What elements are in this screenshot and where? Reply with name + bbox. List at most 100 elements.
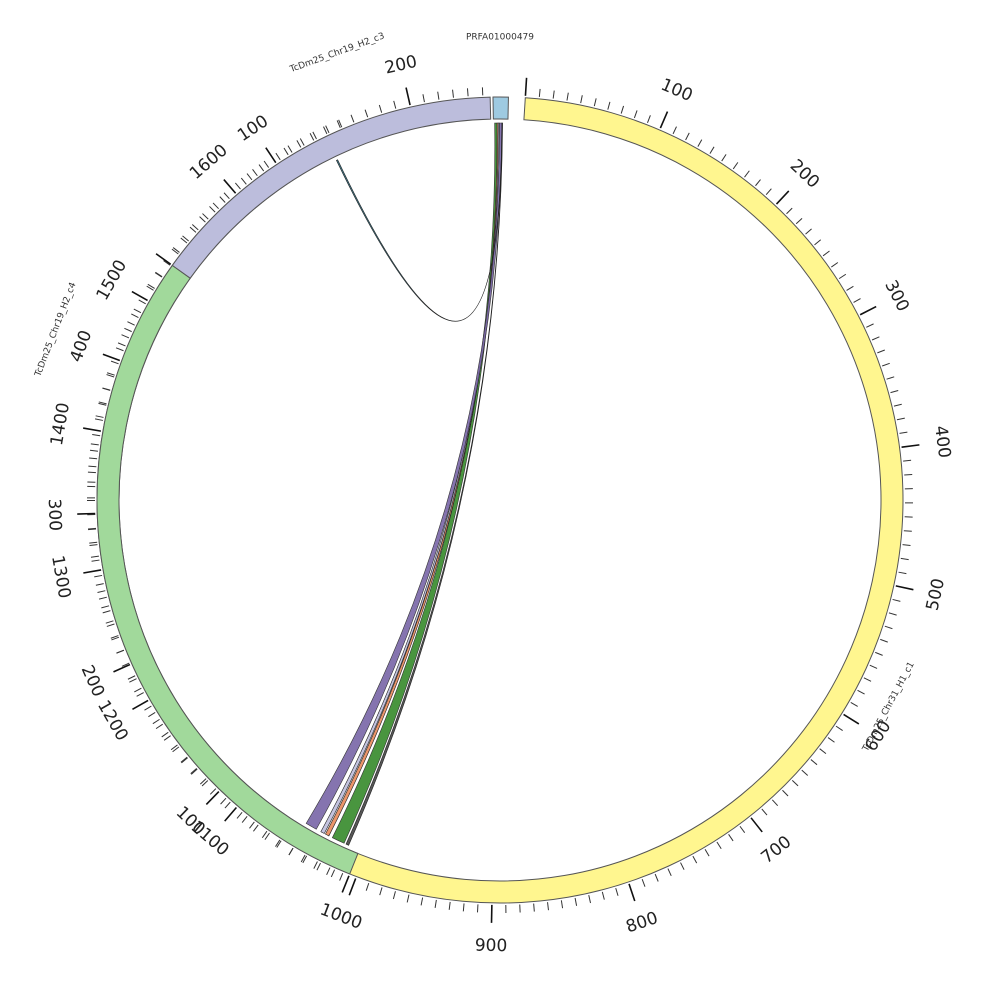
major-tick-tcdm25_chr31_h1_c1 xyxy=(859,305,877,316)
minor-tick-tcdm25_chr31_h1_c1 xyxy=(888,612,897,616)
minor-tick-tcdm25_chr19_h2_c3 xyxy=(172,247,180,253)
minor-tick-tcdm25_chr31_h1_c1 xyxy=(771,799,779,807)
minor-tick-tcdm25_chr31_h1_c1 xyxy=(326,867,331,876)
minor-tick-tcdm25_chr19_h2_c3 xyxy=(466,88,469,97)
minor-tick-tcdm25_chr31_h1_c1 xyxy=(420,897,424,906)
minor-tick-tcdm25_chr31_h1_c1 xyxy=(434,899,437,908)
minor-tick-tcdm25_chr31_h1_c1 xyxy=(264,832,270,840)
minor-tick-tcdm25_chr19_h2_c4 xyxy=(88,528,97,531)
minor-tick-tcdm25_chr31_h1_c1 xyxy=(121,334,130,339)
minor-tick-tcdm25_chr31_h1_c1 xyxy=(241,816,248,823)
minor-tick-tcdm25_chr19_h2_c3 xyxy=(212,202,219,210)
major-tick-tcdm25_chr31_h1_c1 xyxy=(843,713,860,725)
minor-tick-tcdm25_chr31_h1_c1 xyxy=(133,308,142,314)
minor-tick-tcdm25_chr31_h1_c1 xyxy=(134,687,142,693)
minor-tick-tcdm25_chr31_h1_c1 xyxy=(365,882,370,891)
minor-tick-tcdm25_chr19_h2_c4 xyxy=(161,731,169,738)
tick-label-tcdm25_chr31_h1_c1: 1000 xyxy=(317,900,365,934)
minor-tick-tcdm25_chr31_h1_c1 xyxy=(155,723,163,730)
minor-tick-tcdm25_chr31_h1_c1 xyxy=(547,902,549,911)
minor-tick-tcdm25_chr19_h2_c4 xyxy=(110,635,119,639)
tick-label-tcdm25_chr31_h1_c1: 200 xyxy=(786,156,823,193)
minor-tick-tcdm25_chr19_h2_c4 xyxy=(144,705,152,711)
minor-tick-tcdm25_chr31_h1_c1 xyxy=(765,188,772,196)
minor-tick-tcdm25_chr19_h2_c4 xyxy=(124,327,132,333)
minor-tick-tcdm25_chr31_h1_c1 xyxy=(299,138,305,146)
minor-tick-tcdm25_chr31_h1_c1 xyxy=(448,901,451,910)
minor-tick-tcdm25_chr31_h1_c1 xyxy=(835,725,843,732)
minor-tick-tcdm25_chr31_h1_c1 xyxy=(148,712,156,718)
link-ribbon-tcdm25_chr31_h1_c1 xyxy=(320,122,500,834)
major-tick-tcdm25_chr19_h2_c4 xyxy=(205,790,220,806)
minor-tick-tcdm25_chr31_h1_c1 xyxy=(106,623,115,627)
ticks-layer xyxy=(77,77,920,923)
minor-tick-tcdm25_chr31_h1_c1 xyxy=(163,735,171,741)
minor-tick-tcdm25_chr19_h2_c4 xyxy=(101,605,110,609)
minor-tick-tcdm25_chr19_h2_c3 xyxy=(234,182,241,190)
minor-tick-tcdm25_chr19_h2_c4 xyxy=(106,372,115,376)
minor-tick-tcdm25_chr19_h2_c4 xyxy=(146,285,154,291)
segment-prfa01000479 xyxy=(492,96,509,120)
minor-tick-tcdm25_chr19_h2_c3 xyxy=(336,120,341,129)
minor-tick-tcdm25_chr31_h1_c1 xyxy=(886,376,895,380)
minor-tick-tcdm25_chr31_h1_c1 xyxy=(744,170,750,178)
minor-tick-tcdm25_chr31_h1_c1 xyxy=(641,879,646,887)
minor-tick-tcdm25_chr19_h2_c3 xyxy=(437,91,440,100)
major-tick-tcdm25_chr31_h1_c1 xyxy=(524,77,528,96)
tick-label-tcdm25_chr19_h2_c3: 100 xyxy=(234,111,272,146)
minor-tick-tcdm25_chr31_h1_c1 xyxy=(276,840,282,848)
minor-tick-tcdm25_chr31_h1_c1 xyxy=(121,662,130,667)
minor-tick-tcdm25_chr31_h1_c1 xyxy=(863,677,872,682)
minor-tick-tcdm25_chr31_h1_c1 xyxy=(667,868,672,877)
tick-label-tcdm25_chr31_h1_c1: 700 xyxy=(758,832,796,868)
segments-layer xyxy=(96,96,904,904)
minor-tick-tcdm25_chr31_h1_c1 xyxy=(87,527,97,530)
minor-tick-tcdm25_chr31_h1_c1 xyxy=(181,757,188,764)
minor-tick-tcdm25_chr31_h1_c1 xyxy=(240,177,247,185)
minor-tick-tcdm25_chr31_h1_c1 xyxy=(312,131,317,140)
minor-tick-tcdm25_chr31_h1_c1 xyxy=(115,347,124,352)
minor-tick-tcdm25_chr31_h1_c1 xyxy=(220,797,227,805)
minor-tick-tcdm25_chr19_h2_c4 xyxy=(94,574,103,578)
minor-tick-tcdm25_chr19_h2_c4 xyxy=(102,387,111,391)
tick-label-tcdm25_chr31_h1_c1: 1400 xyxy=(47,401,74,447)
minor-tick-tcdm25_chr19_h2_c4 xyxy=(330,869,336,878)
tick-label-tcdm25_chr19_h2_c4: 200 xyxy=(77,662,108,700)
minor-tick-tcdm25_chr31_h1_c1 xyxy=(98,596,107,600)
minor-tick-tcdm25_chr31_h1_c1 xyxy=(739,825,746,834)
minor-tick-tcdm25_chr31_h1_c1 xyxy=(95,415,104,418)
minor-tick-tcdm25_chr19_h2_c3 xyxy=(378,104,383,113)
minor-tick-tcdm25_chr19_h2_c4 xyxy=(89,544,98,546)
minor-tick-tcdm25_chr31_h1_c1 xyxy=(106,374,115,378)
segment-label-prfa01000479: PRFA01000479 xyxy=(466,33,534,43)
major-tick-tcdm25_chr31_h1_c1 xyxy=(750,817,763,833)
segment-label-tcdm25_chr31_h1_c1: TcDm25_Chr31_H1_c1 xyxy=(861,660,917,754)
minor-tick-tcdm25_chr19_h2_c4 xyxy=(152,718,160,725)
minor-tick-tcdm25_chr19_h2_c3 xyxy=(393,100,397,109)
minor-tick-tcdm25_chr19_h2_c4 xyxy=(92,434,101,437)
segment-tcdm25_chr19_h2_c4 xyxy=(96,264,359,875)
minor-tick-tcdm25_chr31_h1_c1 xyxy=(704,849,710,857)
major-tick-tcdm25_chr19_h2_c3 xyxy=(265,147,277,164)
minor-tick-tcdm25_chr31_h1_c1 xyxy=(339,873,344,881)
minor-tick-tcdm25_chr31_h1_c1 xyxy=(253,824,259,832)
minor-tick-tcdm25_chr31_h1_c1 xyxy=(791,779,799,787)
minor-tick-tcdm25_chr31_h1_c1 xyxy=(880,638,888,643)
minor-tick-tcdm25_chr31_h1_c1 xyxy=(761,808,768,816)
major-tick-tcdm25_chr19_h2_c4 xyxy=(113,663,131,673)
minor-tick-tcdm25_chr19_h2_c3 xyxy=(296,140,302,148)
minor-tick-tcdm25_chr31_h1_c1 xyxy=(147,283,155,289)
minor-tick-tcdm25_chr19_h2_c4 xyxy=(201,780,209,787)
minor-tick-tcdm25_chr31_h1_c1 xyxy=(866,323,874,328)
minor-tick-tcdm25_chr31_h1_c1 xyxy=(782,789,789,797)
major-tick-tcdm25_chr31_h1_c1 xyxy=(83,569,102,574)
minor-tick-tcdm25_chr31_h1_c1 xyxy=(685,132,690,141)
minor-tick-tcdm25_chr19_h2_c3 xyxy=(202,213,209,220)
minor-tick-tcdm25_chr31_h1_c1 xyxy=(209,788,217,795)
minor-tick-tcdm25_chr31_h1_c1 xyxy=(869,664,878,669)
tick-label-tcdm25_chr31_h1_c1: 1200 xyxy=(93,697,132,744)
tick-label-tcdm25_chr31_h1_c1: 100 xyxy=(658,75,696,106)
minor-tick-tcdm25_chr31_h1_c1 xyxy=(899,431,908,434)
major-tick-tcdm25_chr31_h1_c1 xyxy=(223,179,237,194)
ribbons-layer xyxy=(305,122,503,846)
